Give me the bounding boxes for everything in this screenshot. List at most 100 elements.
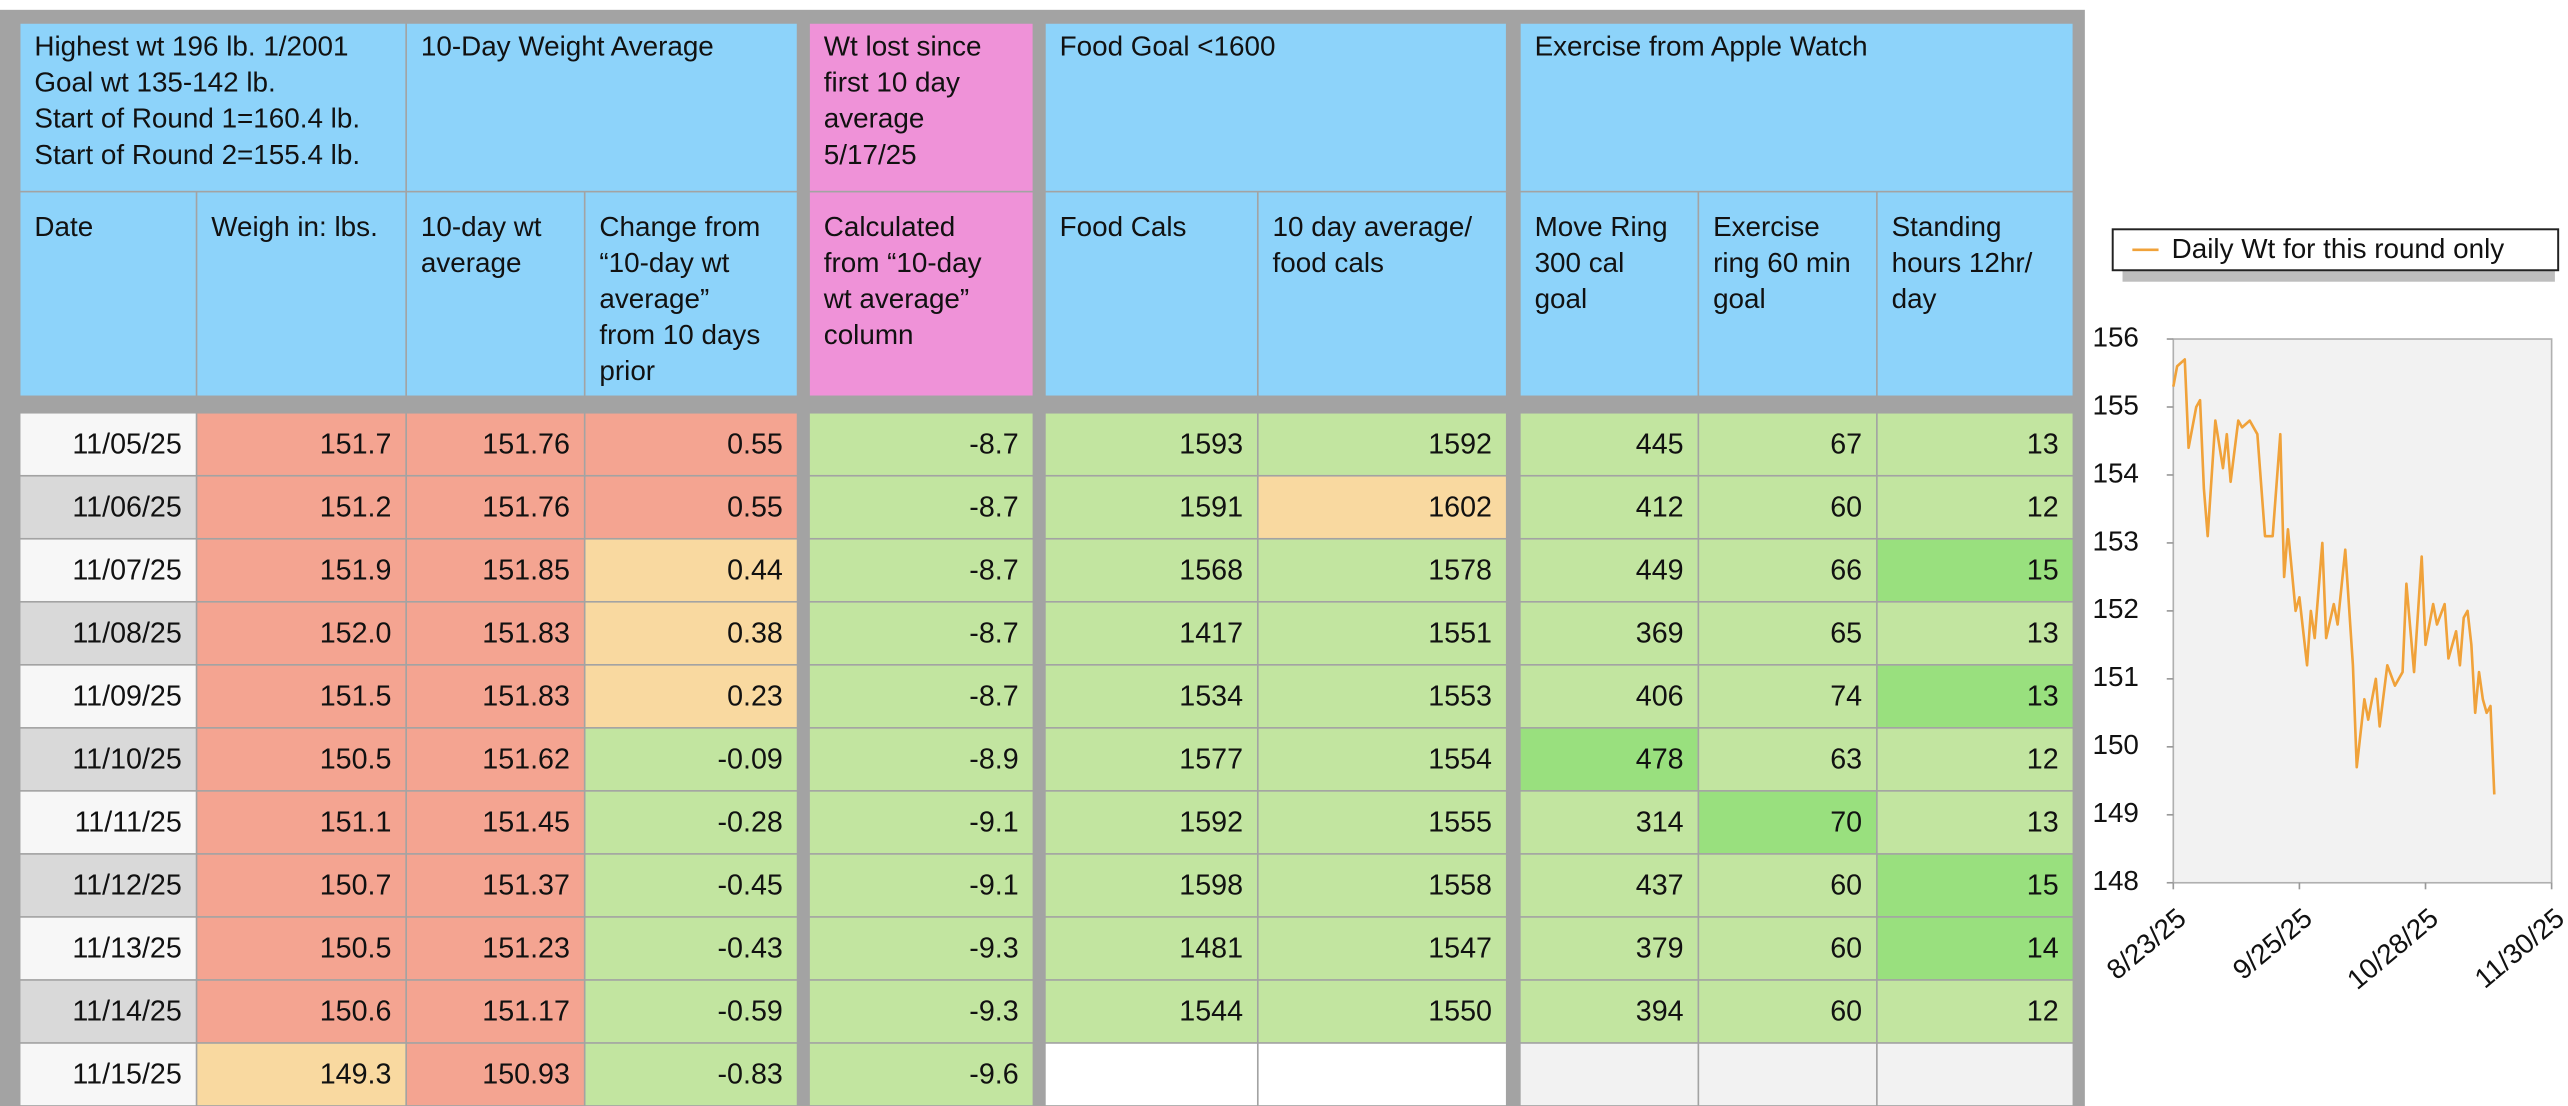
cell-text: 1417 <box>1179 618 1243 650</box>
cell-text: 449 <box>1636 555 1684 587</box>
cell-text: 151.37 <box>482 870 570 902</box>
cell-text: 150.93 <box>482 1059 570 1091</box>
table-cell <box>20 1043 196 1106</box>
table-cell <box>406 1043 584 1106</box>
column-header-text: goal <box>1535 283 1588 314</box>
table-cell <box>197 1043 406 1106</box>
cell-text: -9.1 <box>969 870 1018 902</box>
table-cell <box>197 980 406 1043</box>
column-header-text: goal <box>1713 283 1766 314</box>
table-cell <box>809 602 1033 665</box>
cell-text: 0.38 <box>727 618 783 650</box>
group-header-text: Exercise from Apple Watch <box>1535 31 1868 62</box>
table-cell <box>1877 854 2073 917</box>
cell-text: 1481 <box>1179 933 1243 965</box>
column-header-text: Move Ring <box>1535 211 1668 242</box>
cell-text: 150.5 <box>320 744 392 776</box>
date-cell-text: 11/14/25 <box>72 996 181 1028</box>
table-cell <box>20 854 196 917</box>
cell-text: 1592 <box>1428 428 1492 460</box>
cell-text: 445 <box>1636 428 1684 460</box>
cell-text: 0.23 <box>727 681 783 713</box>
column-header-cell <box>1520 192 1698 396</box>
table-cell <box>1520 917 1698 980</box>
table-cell <box>1877 665 2073 728</box>
table-cell <box>1520 602 1698 665</box>
date-cell-text: 11/06/25 <box>72 491 181 523</box>
column-header-text: hours 12hr/ <box>1892 247 2033 278</box>
column-header-text: day <box>1892 283 1937 314</box>
cell-text: 12 <box>2027 744 2059 776</box>
cell-text: 1547 <box>1428 933 1492 965</box>
cell-text: 13 <box>2027 807 2059 839</box>
cell-text: 437 <box>1636 870 1684 902</box>
table-cell <box>1045 854 1257 917</box>
cell-text: 70 <box>1830 807 1862 839</box>
cell-text: 13 <box>2027 428 2059 460</box>
cell-text: -0.09 <box>718 744 783 776</box>
table-cell <box>1045 791 1257 854</box>
table-cell <box>197 476 406 538</box>
column-header-cell <box>197 192 406 396</box>
table-cell <box>809 413 1033 475</box>
y-tick-label: 156 <box>2092 321 2138 352</box>
table-cell <box>1699 980 1877 1043</box>
table-cell <box>1699 917 1877 980</box>
table-cell <box>20 980 196 1043</box>
group-header-text: average <box>824 103 925 134</box>
table-cell <box>1877 602 2073 665</box>
column-header-text: ring 60 min <box>1713 247 1851 278</box>
date-cell-text: 11/10/25 <box>72 744 181 776</box>
table-cell <box>1520 539 1698 601</box>
cell-text: 1593 <box>1179 428 1243 460</box>
table-cell <box>1877 476 2073 538</box>
table-cell <box>809 854 1033 917</box>
table-cell <box>585 476 797 538</box>
cell-text: 1544 <box>1179 996 1243 1028</box>
cell-text: 74 <box>1830 681 1862 713</box>
table-cell <box>585 791 797 854</box>
table-cell <box>1045 413 1257 475</box>
cell-text: 151.83 <box>482 681 570 713</box>
cell-text: 151.76 <box>482 491 570 523</box>
cell-text: -8.9 <box>969 744 1018 776</box>
cell-text: 15 <box>2027 870 2059 902</box>
column-header-text: prior <box>599 355 655 386</box>
table-cell <box>1520 1043 1698 1106</box>
table-cell <box>809 665 1033 728</box>
cell-text: 14 <box>2027 933 2059 965</box>
cell-text: 149.3 <box>320 1059 392 1091</box>
table-cell <box>197 539 406 601</box>
table-cell <box>1877 1043 2073 1106</box>
table-cell <box>406 413 584 475</box>
column-header-text: 10 day average/ <box>1273 211 1473 242</box>
cell-text: 151.5 <box>320 681 392 713</box>
cell-text: 1602 <box>1428 491 1492 523</box>
cell-text: 1534 <box>1179 681 1243 713</box>
table-cell <box>1045 1043 1257 1106</box>
group-header-text: Food Goal <1600 <box>1060 31 1276 62</box>
group-header-text: Highest wt 196 lb. 1/2001 <box>34 31 348 62</box>
cell-text: -8.7 <box>969 618 1018 650</box>
cell-text: 1591 <box>1179 491 1243 523</box>
table-cell <box>585 980 797 1043</box>
table-cell <box>809 476 1033 538</box>
cell-text: 1551 <box>1428 618 1492 650</box>
table-cell <box>1258 854 1506 917</box>
cell-text: -9.1 <box>969 807 1018 839</box>
column-header-text: average <box>421 247 522 278</box>
table-cell <box>1877 539 2073 601</box>
y-tick-label: 154 <box>2092 457 2138 488</box>
table-cell <box>197 854 406 917</box>
table-cell <box>20 917 196 980</box>
date-cell-text: 11/05/25 <box>72 428 181 460</box>
cell-text: 13 <box>2027 618 2059 650</box>
group-header-cell <box>20 23 406 191</box>
table-cell <box>585 854 797 917</box>
table-cell <box>197 602 406 665</box>
cell-text: 66 <box>1830 555 1862 587</box>
table-cell <box>1520 476 1698 538</box>
column-header-cell <box>1699 192 1877 396</box>
table-cell <box>1699 476 1877 538</box>
group-header-text: Start of Round 2=155.4 lb. <box>34 139 360 170</box>
